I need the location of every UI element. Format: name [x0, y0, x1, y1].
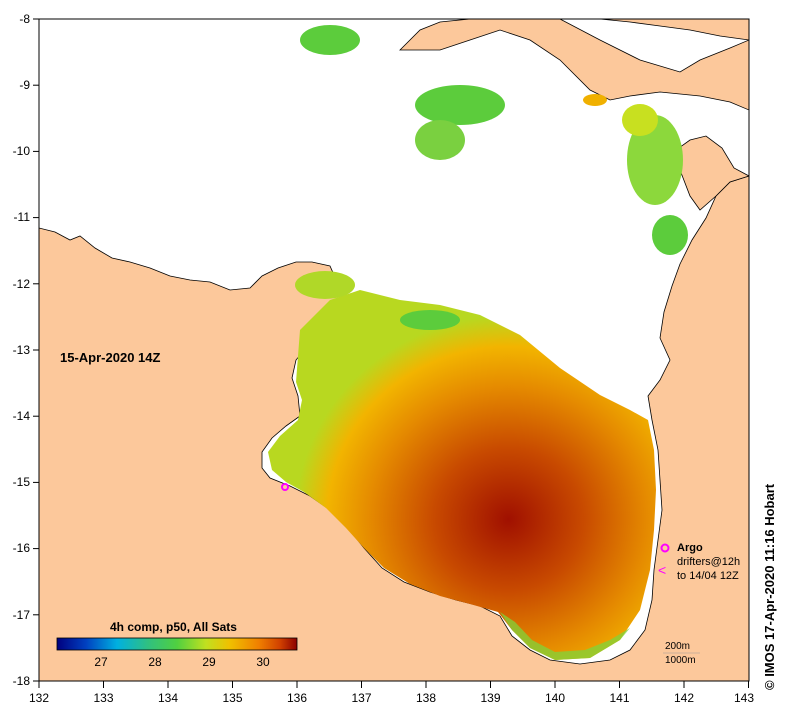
y-tick-label: -8 — [19, 12, 30, 26]
legend-drifters-label: drifters@12h — [677, 556, 741, 568]
x-tick-label: 132 — [29, 691, 49, 705]
y-tick-marks — [33, 18, 39, 682]
sst-field — [268, 290, 656, 660]
x-tick-label: 138 — [416, 691, 436, 705]
y-tick-label: -9 — [19, 78, 30, 92]
x-tick-labels: 132 133 134 135 136 137 138 139 140 141 … — [29, 691, 754, 705]
y-tick-label: -10 — [13, 144, 31, 158]
sst-patches-north — [295, 25, 688, 330]
colorbar — [56, 637, 298, 651]
argo-float-icon — [281, 483, 289, 491]
colorbar-tick-label: 29 — [202, 655, 216, 669]
legend-1000m-label: 1000m — [665, 655, 696, 666]
legend-drifters-range: to 14/04 12Z — [677, 570, 739, 582]
colorbar-tick-label: 27 — [94, 655, 108, 669]
y-tick-label: -13 — [13, 343, 31, 357]
argo-marker-icon — [660, 543, 670, 553]
drifter-marker-icon: < — [658, 562, 666, 578]
y-tick-label: -12 — [13, 277, 31, 291]
y-tick-label: -16 — [13, 541, 31, 555]
x-tick-label: 139 — [480, 691, 500, 705]
land-new-guinea-north — [599, 19, 749, 41]
legend-argo-label: Argo — [677, 542, 703, 554]
x-tick-label: 143 — [734, 691, 754, 705]
date-label: 15-Apr-2020 14Z — [60, 350, 161, 365]
x-tick-label: 133 — [93, 691, 113, 705]
y-tick-label: -15 — [13, 475, 31, 489]
colorbar-tick-label: 30 — [256, 655, 270, 669]
credit-label: © IMOS 17-Apr-2020 11:16 Hobart — [762, 483, 777, 690]
legend-200m-label: 200m — [665, 641, 691, 652]
sst-patch-ne — [583, 94, 607, 106]
colorbar-tick-label: 28 — [148, 655, 162, 669]
colorbar-ticks: 27 28 29 30 — [94, 655, 270, 669]
y-tick-label: -18 — [13, 674, 31, 688]
sst-coastal-cool — [500, 612, 630, 660]
y-tick-label: -17 — [13, 608, 31, 622]
x-tick-label: 140 — [545, 691, 565, 705]
x-tick-label: 142 — [674, 691, 694, 705]
x-tick-label: 135 — [222, 691, 242, 705]
land-new-guinea — [399, 19, 749, 111]
x-tick-label: 136 — [287, 691, 307, 705]
x-tick-label: 141 — [609, 691, 629, 705]
colorbar-title: 4h comp, p50, All Sats — [110, 620, 237, 634]
y-tick-label: -14 — [13, 409, 31, 423]
x-tick-marks — [38, 681, 749, 688]
y-tick-labels: -8 -9 -10 -11 -12 -13 -14 -15 -16 -17 -1… — [13, 12, 31, 688]
y-tick-label: -11 — [14, 210, 31, 224]
x-tick-label: 137 — [351, 691, 371, 705]
x-tick-label: 134 — [158, 691, 178, 705]
